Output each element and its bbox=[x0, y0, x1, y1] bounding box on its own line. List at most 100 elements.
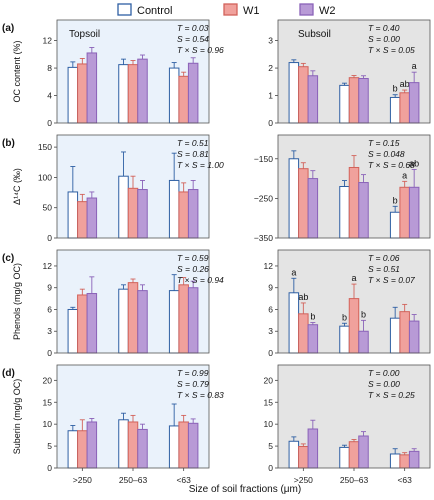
bar-control bbox=[168, 179, 180, 239]
legend-swatch-w1 bbox=[223, 3, 238, 16]
bar-w2 bbox=[358, 330, 369, 354]
x-tick-label: <63 bbox=[176, 475, 191, 485]
bar-w2 bbox=[86, 293, 98, 354]
stat-line: S = 0.54 bbox=[177, 34, 209, 44]
y-tick-label: 0 bbox=[47, 348, 52, 358]
bar-control bbox=[118, 64, 129, 124]
legend-item-w1: W1 bbox=[223, 3, 260, 17]
y-tick-label: 0 bbox=[268, 348, 273, 358]
y-tick-label: 15 bbox=[43, 397, 53, 407]
legend-label-control: Control bbox=[137, 5, 172, 17]
bar-w2 bbox=[86, 421, 98, 469]
stat-line: T = 0.99 bbox=[177, 368, 209, 378]
bar-w2 bbox=[307, 178, 319, 239]
bar-control bbox=[118, 419, 129, 469]
stat-line: T = 0.00 bbox=[368, 368, 400, 378]
legend-item-w2: W2 bbox=[299, 3, 336, 17]
y-tick-label: 20 bbox=[43, 375, 53, 385]
bar-control bbox=[288, 158, 300, 239]
stat-line: T × S = 0.05 bbox=[368, 45, 415, 55]
y-tick-label: 0 bbox=[268, 118, 273, 128]
legend-swatch-control bbox=[117, 3, 132, 16]
y-tick-label: 9 bbox=[47, 283, 52, 293]
significance-letter: a bbox=[402, 170, 407, 180]
bar-w2 bbox=[307, 324, 319, 354]
bar-w2 bbox=[307, 428, 319, 469]
bar-w1 bbox=[348, 166, 360, 239]
x-tick-label: 250–63 bbox=[119, 475, 148, 485]
plot-frame bbox=[277, 249, 431, 354]
significance-letter: a bbox=[351, 273, 356, 283]
bar-w1 bbox=[298, 168, 309, 239]
bar-w2 bbox=[307, 75, 319, 124]
bar-control bbox=[67, 308, 79, 354]
bar-control bbox=[67, 191, 79, 239]
stat-line: S = 0.81 bbox=[177, 149, 209, 159]
bar-control bbox=[168, 67, 180, 124]
stat-line: S = 0.00 bbox=[368, 34, 400, 44]
bar-control bbox=[339, 186, 350, 239]
bar-w2 bbox=[187, 422, 199, 469]
y-tick-label: 6 bbox=[268, 304, 273, 314]
significance-letter: a bbox=[412, 61, 417, 71]
panel-label: (b) bbox=[2, 138, 15, 149]
bar-w2 bbox=[358, 435, 369, 469]
bar-control bbox=[339, 325, 350, 354]
y-tick-label: 150 bbox=[38, 142, 52, 152]
significance-letter: ab bbox=[298, 292, 308, 302]
x-axis-label: Size of soil fractions (μm) bbox=[189, 484, 301, 495]
stat-line: T × S = 0.83 bbox=[177, 390, 224, 400]
plot-frame bbox=[277, 134, 431, 239]
significance-letter: ab bbox=[400, 79, 410, 89]
significance-letter: b bbox=[310, 312, 315, 322]
subsoil-panel: 0 1 2 3 b aba T = 0.40S = 0.00T × S = 0.05 Subs… bbox=[268, 19, 431, 128]
bar-w1 bbox=[178, 191, 189, 239]
bar-w2 bbox=[187, 287, 199, 354]
bar-w2 bbox=[137, 290, 148, 354]
significance-letter: b bbox=[393, 84, 398, 94]
panel-label: (d) bbox=[2, 368, 15, 379]
bar-w2 bbox=[358, 182, 369, 239]
topsoil-panel: 0 5 10 15 20 T = 0.99S = 0.79T × S = 0.83 >250… bbox=[43, 364, 224, 485]
y-tick-label: 12 bbox=[264, 261, 274, 271]
stat-line: T = 0.15 bbox=[368, 138, 400, 148]
bar-w1 bbox=[178, 75, 189, 124]
bar-w2 bbox=[408, 186, 420, 239]
stat-line: T = 0.51 bbox=[177, 138, 209, 148]
legend: Control W1 W2 bbox=[117, 3, 336, 17]
bar-w1 bbox=[399, 311, 410, 354]
y-tick-label: 2 bbox=[268, 63, 273, 73]
bar-w1 bbox=[298, 313, 309, 354]
bar-control bbox=[67, 430, 79, 469]
bar-control bbox=[118, 175, 129, 239]
y-tick-label: 9 bbox=[268, 283, 273, 293]
plot-frame bbox=[277, 19, 431, 124]
stat-line: T = 0.59 bbox=[177, 253, 209, 263]
bar-control bbox=[389, 211, 401, 239]
bar-w2 bbox=[358, 78, 369, 124]
stat-line: S = 0.048 bbox=[368, 149, 405, 159]
y-axis-label: Δ¹⁴C (‰) bbox=[12, 168, 22, 205]
bar-w2 bbox=[408, 320, 420, 354]
bar-w1 bbox=[77, 63, 88, 124]
subsoil-title: Subsoil bbox=[298, 29, 331, 40]
bar-control bbox=[288, 292, 300, 354]
y-tick-label: 50 bbox=[43, 203, 53, 213]
bar-w1 bbox=[298, 446, 309, 469]
y-tick-label: 0 bbox=[47, 463, 52, 473]
y-tick-label: 20 bbox=[264, 375, 274, 385]
bar-w1 bbox=[399, 186, 410, 239]
y-tick-label: −150 bbox=[254, 154, 273, 164]
stat-line: T = 0.03 bbox=[177, 23, 209, 33]
panel-label: (a) bbox=[2, 23, 14, 34]
bar-w2 bbox=[408, 82, 420, 124]
bar-w1 bbox=[77, 201, 88, 239]
bar-w2 bbox=[137, 189, 148, 239]
x-tick-label: <63 bbox=[397, 475, 412, 485]
